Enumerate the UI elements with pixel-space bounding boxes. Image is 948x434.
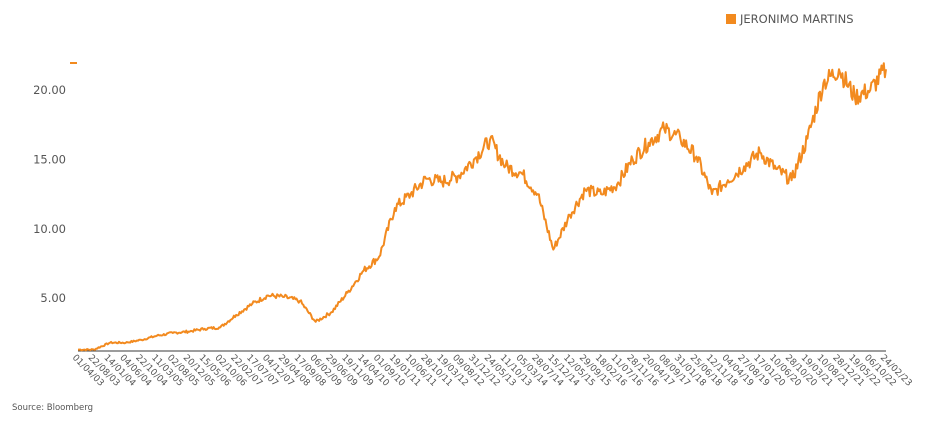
- legend-swatch: [726, 14, 736, 24]
- x-axis-ticks: 01/04/0322/08/0314/01/0404/06/0422/10/04…: [70, 353, 914, 389]
- series-group: [78, 62, 887, 352]
- y-tick-label: 10.00: [33, 222, 66, 236]
- y-tick-label: 20.00: [33, 83, 66, 97]
- y-tick-label: 15.00: [33, 152, 66, 166]
- y-axis-ticks: 5.00 10.00 15.00 20.00: [33, 83, 66, 305]
- series-line-jeronimo-martins: [78, 62, 887, 352]
- y-tick-label: 5.00: [40, 291, 66, 305]
- source-note: Source: Bloomberg: [12, 403, 93, 413]
- legend-label: JERONIMO MARTINS: [740, 12, 854, 26]
- legend: JERONIMO MARTINS: [726, 12, 854, 26]
